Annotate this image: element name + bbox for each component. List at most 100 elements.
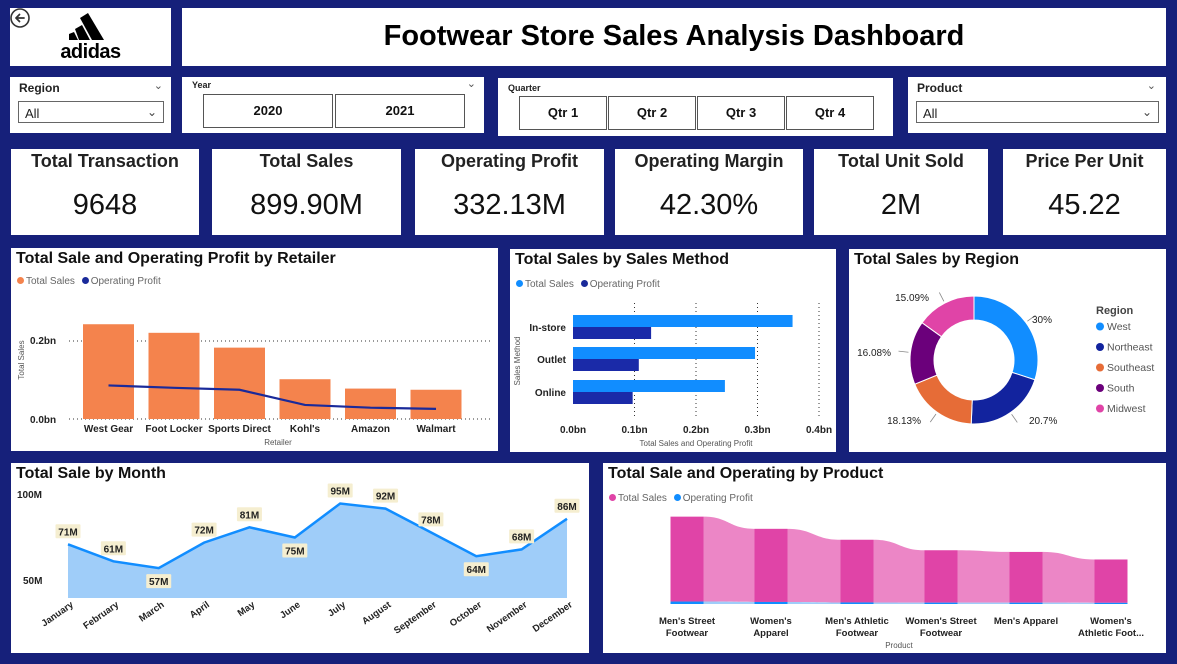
x-tick-label: Sports Direct [208,424,271,435]
x-tick-line: Footwear [920,628,963,639]
bar-total-sales [1009,551,1043,603]
quarter-slicer-label: Quarter [508,83,541,93]
data-label-bg [554,498,580,513]
page-title: Footwear Store Sales Analysis Dashboard [383,20,965,52]
quarter-button-4[interactable]: Qtr 4 [786,96,874,130]
chart-legend: Total Sales Operating Profit [17,276,165,287]
legend-item[interactable]: Operating Profit [580,279,660,290]
adidas-logo-text: adidas [60,41,121,63]
bar-total-sales [840,539,874,603]
kpi-value: 2M [880,189,922,221]
x-tick-label: 0.4bn [806,425,832,436]
year-button-2020[interactable]: 2020 [203,94,333,128]
quarter-button-3[interactable]: Qtr 3 [697,96,785,130]
year-button-2021[interactable]: 2021 [335,94,465,128]
legend-title: Region [1096,305,1134,317]
data-label-bg [327,483,353,498]
legend-dot [1096,363,1104,372]
region-chart-panel: Total Sales by Region Region 30% West 20.7… [849,249,1166,452]
x-tick-label: November [485,599,530,635]
x-tick-label: Amazon [351,424,390,435]
x-tick-label: May [236,599,258,619]
ribbon-operating-profit [957,602,1010,604]
ribbon-operating-profit [1042,602,1095,604]
legend-dot [1096,322,1104,331]
region-dropdown[interactable]: All ⌄ [18,101,164,123]
leader-line [929,413,937,423]
kpi-label: Operating Profit [440,151,578,171]
chevron-down-icon[interactable]: ⌄ [153,80,163,92]
legend-label: Northeast [1107,342,1153,354]
data-label: 61M [104,544,123,555]
month-area-chart: 100M 50M 71M January 61M February 57M March 72… [17,483,580,637]
product-dropdown[interactable]: All ⌄ [916,101,1159,123]
ribbon-operating-profit [873,602,925,604]
ribbon-total-sales [1042,551,1095,603]
bar-total-sales [410,389,462,419]
bar-operating-profit [840,602,874,604]
legend-label: Total Sales [26,276,75,287]
data-label-bg [509,529,535,544]
year-slicer-label: Year [192,80,212,90]
legend-label: Operating Profit [682,493,753,504]
x-tick-line: Women's Street [905,616,977,627]
legend-item[interactable]: Operating Profit [81,276,161,287]
x-axis-title: Product [885,641,913,650]
product-slicer: Product ⌄ All ⌄ [908,77,1166,133]
x-tick-label: Men's Street Footwear [659,616,716,639]
ribbon-operating-profit [703,601,755,604]
chart-title: Total Sale and Operating by Product [608,465,884,482]
legend-dot [1096,343,1104,351]
x-tick-label: Walmart [416,424,456,435]
bar-operating-profit [1094,602,1128,604]
legend-item[interactable]: Total Sales [609,493,667,504]
quarter-button-2[interactable]: Qtr 2 [608,96,696,130]
bar-operating-profit [573,359,639,371]
donut-slice [921,295,975,338]
legend-label: South [1107,383,1135,395]
x-tick-label: January [40,599,77,629]
chevron-down-icon[interactable]: ⌄ [1146,80,1156,92]
quarter-button-1[interactable]: Qtr 1 [519,96,607,130]
chart-title: Total Sales by Region [854,251,1020,268]
y-tick-label: Online [535,388,567,399]
legend-item[interactable]: Operating Profit [673,493,753,504]
slice-label: 20.7% [1029,416,1057,427]
region-slicer: Region ⌄ All ⌄ [10,77,171,133]
product-chart-panel: Total Sale and Operating by Product Tota… [603,463,1166,653]
ribbon-total-sales [787,528,841,603]
y-axis-title: Total Sales [17,340,26,379]
legend-label: Total Sales [618,493,667,504]
y-tick-label: 0.2bn [30,336,56,347]
legend-label: Southeast [1107,362,1154,374]
kpi-label: Price Per Unit [1025,151,1144,171]
product-slicer-label: Product [917,81,963,95]
area-line [67,502,568,570]
x-tick-label: 0.0bn [560,425,586,436]
sales-method-chart: Sales Method Total Sales and Operating P… [513,303,832,448]
x-tick-label: Kohl's [290,424,321,435]
kpi-value: 332.13M [453,189,566,221]
legend-item[interactable]: Total Sales [516,279,574,290]
chart-legend: Total Sales Operating Profit [516,279,664,290]
kpi-label: Operating Margin [634,151,784,171]
x-tick-line: Men's Apparel [994,616,1058,627]
product-ribbon-chart: Product Men's Street Footwear Women's Appa… [659,516,1144,650]
chart-title: Total Sale by Month [16,465,166,482]
data-label-bg [146,574,172,589]
donut-slice [914,374,973,425]
bar-total-sales [83,324,134,419]
legend-dot [673,494,681,501]
area-fill [68,503,567,598]
line-operating-profit [108,384,437,410]
kpi-value: 42.30% [659,189,759,221]
bar-total-sales [754,528,788,602]
legend-item[interactable]: Total Sales [17,276,75,287]
x-tick-line: Athletic Foot... [1078,628,1144,639]
x-tick-label: June [278,599,302,621]
legend-dot [1096,404,1104,413]
data-label: 72M [194,526,213,537]
year-slicer: Year ⌄ 2020 2021 [182,77,484,133]
back-arrow-icon[interactable] [10,8,30,28]
chevron-down-icon[interactable]: ⌄ [466,78,476,90]
